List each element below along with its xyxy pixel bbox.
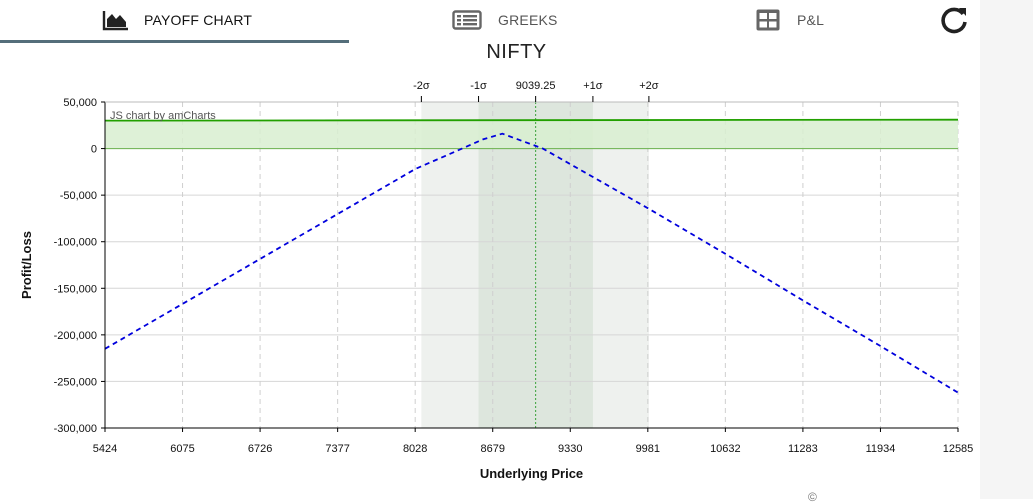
x-tick-label: 9330 bbox=[558, 443, 582, 455]
y-axis-title: Profit/Loss bbox=[19, 231, 34, 299]
tab-pl[interactable]: P&L bbox=[755, 0, 824, 40]
table-icon bbox=[756, 9, 780, 31]
right-edge-panel bbox=[980, 0, 1033, 499]
x-tick-label: 6726 bbox=[248, 443, 272, 455]
spot-label: 9039.25 bbox=[516, 80, 556, 92]
series-line-target bbox=[104, 118, 959, 122]
profit-zone bbox=[105, 119, 958, 149]
tab-label: GREEKS bbox=[498, 12, 558, 28]
tab-label: PAYOFF CHART bbox=[144, 12, 253, 28]
x-tick-label: 12585 bbox=[943, 443, 974, 455]
list-alt-icon bbox=[452, 10, 482, 30]
amcharts-credit: JS chart by amCharts bbox=[110, 110, 216, 122]
footer-text: © bbox=[808, 490, 817, 504]
x-tick-label: 9981 bbox=[636, 443, 660, 455]
sigma-label: -2σ bbox=[413, 80, 430, 92]
chart-title: NIFTY bbox=[486, 41, 547, 63]
x-tick-label: 7377 bbox=[325, 443, 349, 455]
chart-tabs: PAYOFF CHART GREEKS P&L bbox=[0, 0, 980, 43]
tab-label: P&L bbox=[797, 12, 825, 28]
tab-payoff-chart[interactable]: PAYOFF CHART bbox=[102, 0, 252, 40]
sigma-label: +1σ bbox=[583, 80, 603, 92]
sigma-band-1 bbox=[478, 102, 593, 428]
y-tick-label: -250,000 bbox=[54, 376, 97, 388]
refresh-icon[interactable] bbox=[938, 4, 970, 36]
y-tick-label: -300,000 bbox=[54, 423, 97, 435]
x-tick-label: 5424 bbox=[93, 443, 117, 455]
y-tick-label: 50,000 bbox=[63, 97, 97, 109]
y-tick-label: -50,000 bbox=[60, 190, 97, 202]
tab-greeks[interactable]: GREEKS bbox=[452, 0, 558, 40]
x-tick-label: 11283 bbox=[788, 443, 818, 455]
area-chart-icon bbox=[102, 11, 128, 31]
active-tab-indicator bbox=[0, 40, 349, 43]
sigma-label: -1σ bbox=[470, 80, 487, 92]
x-tick-label: 6075 bbox=[170, 443, 194, 455]
x-axis-title: Underlying Price bbox=[480, 466, 583, 481]
y-tick-label: -200,000 bbox=[54, 330, 97, 342]
y-tick-label: -150,000 bbox=[54, 283, 97, 295]
sigma-label: +2σ bbox=[639, 80, 659, 92]
y-tick-label: -100,000 bbox=[54, 237, 97, 249]
y-tick-label: 0 bbox=[91, 144, 97, 156]
x-tick-label: 8028 bbox=[403, 443, 427, 455]
x-tick-label: 8679 bbox=[480, 443, 504, 455]
x-tick-label: 10632 bbox=[710, 443, 741, 455]
x-tick-label: 11934 bbox=[866, 443, 896, 455]
